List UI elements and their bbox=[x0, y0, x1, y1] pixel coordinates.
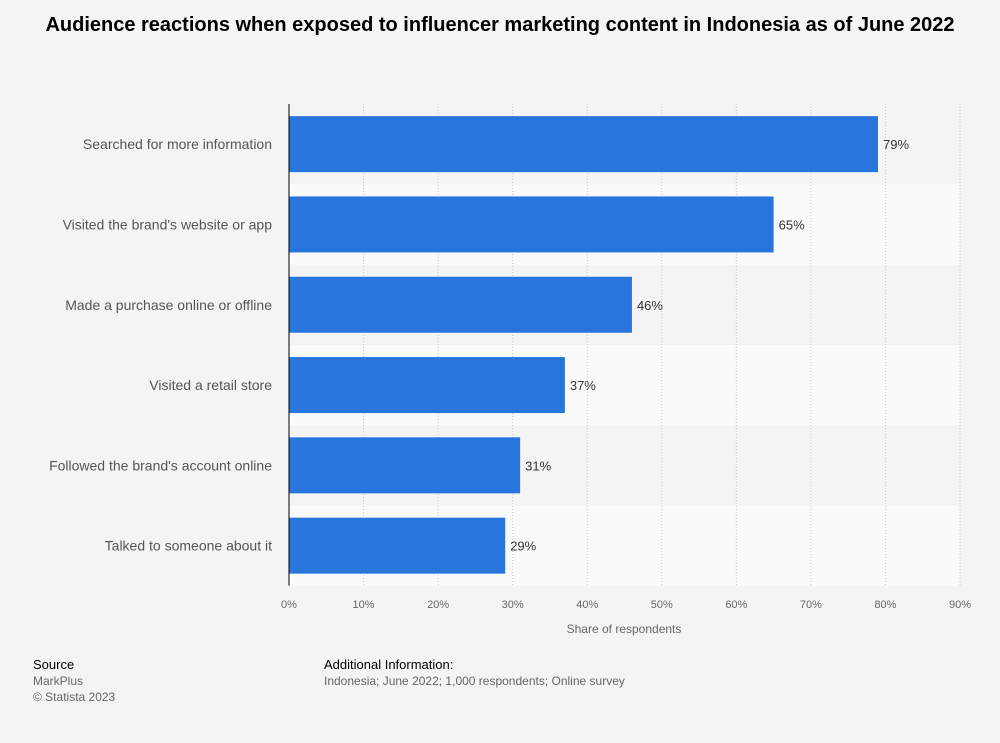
additional-info-text: Indonesia; June 2022; 1,000 respondents;… bbox=[324, 674, 625, 688]
bar bbox=[289, 196, 774, 253]
bar bbox=[289, 517, 506, 574]
category-label: Followed the brand's account online bbox=[49, 457, 272, 473]
x-tick-label: 90% bbox=[949, 599, 971, 611]
category-label: Searched for more information bbox=[83, 136, 272, 152]
bar-value-label: 46% bbox=[637, 298, 663, 313]
chart-title: Audience reactions when exposed to influ… bbox=[45, 14, 955, 36]
bar bbox=[289, 116, 878, 173]
bar-value-label: 29% bbox=[510, 539, 536, 554]
additional-info-heading: Additional Information: bbox=[324, 657, 454, 672]
x-tick-label: 10% bbox=[353, 599, 375, 611]
bar-value-label: 37% bbox=[570, 378, 596, 393]
bar bbox=[289, 357, 565, 414]
bar-chart: 79% 65% 46% 37% 31% 29% Searched for more inf… bbox=[49, 104, 971, 636]
category-label: Visited the brand's website or app bbox=[63, 216, 273, 232]
bar bbox=[289, 276, 632, 333]
source-block: Source MarkPlus © Statista 2023 bbox=[33, 657, 115, 705]
x-tick-label: 0% bbox=[281, 599, 297, 611]
x-tick-label: 30% bbox=[502, 599, 524, 611]
bar-value-label: 79% bbox=[883, 137, 909, 152]
x-tick-label: 50% bbox=[651, 599, 673, 611]
source-heading: Source bbox=[33, 657, 75, 672]
x-tick-label: 20% bbox=[427, 599, 449, 611]
source-name[interactable]: MarkPlus bbox=[33, 674, 84, 688]
x-axis-label: Share of respondents bbox=[567, 622, 682, 636]
category-label: Made a purchase online or offline bbox=[65, 297, 272, 313]
x-tick-label: 40% bbox=[576, 599, 598, 611]
bar-value-label: 31% bbox=[525, 458, 551, 473]
category-label: Visited a retail store bbox=[149, 377, 272, 393]
bar bbox=[289, 437, 521, 494]
x-tick-label: 60% bbox=[725, 599, 747, 611]
additional-info-block: Additional Information: Indonesia; June … bbox=[324, 657, 625, 689]
x-tick-label: 70% bbox=[800, 599, 822, 611]
category-label: Talked to someone about it bbox=[105, 538, 272, 554]
copyright: © Statista 2023 bbox=[33, 690, 116, 704]
x-tick-label: 80% bbox=[874, 599, 896, 611]
bar-value-label: 65% bbox=[779, 217, 805, 232]
